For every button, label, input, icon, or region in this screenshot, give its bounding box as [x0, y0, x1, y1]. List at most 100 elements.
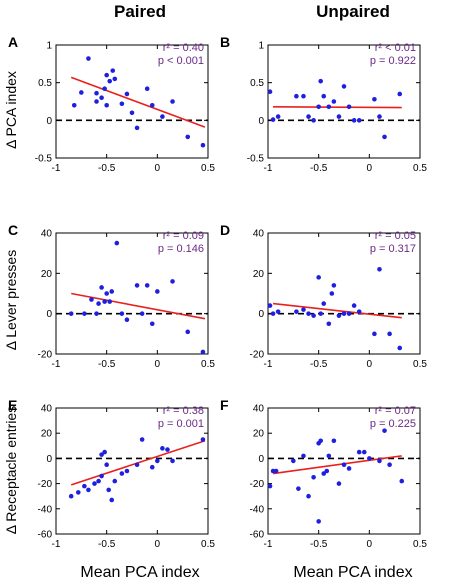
data-point	[124, 91, 130, 97]
regression-line	[71, 292, 206, 320]
y-tick-label: -20	[38, 350, 53, 361]
data-point	[134, 283, 140, 288]
panel-f: -1 -0.5 0 0.5 -60 -40 -20 0 20 40 F r² = 0.07p = 0.…	[220, 397, 427, 550]
data-point	[109, 497, 115, 503]
data-point	[331, 99, 337, 104]
regression-line	[70, 76, 206, 128]
data-point	[316, 275, 321, 280]
axes-box	[267, 44, 421, 159]
stat-annotation: p = 0.146	[158, 243, 204, 255]
data-point	[109, 289, 115, 294]
data-point	[139, 311, 145, 316]
data-point	[155, 458, 160, 464]
y-tick-label: 0.5	[250, 78, 264, 89]
data-point	[346, 104, 352, 110]
data-point	[306, 114, 311, 119]
regression-line	[272, 302, 402, 319]
data-point	[382, 428, 387, 433]
data-point	[326, 453, 332, 459]
data-point	[99, 95, 104, 101]
data-point	[124, 468, 130, 474]
data-point	[267, 303, 273, 308]
data-point	[301, 307, 306, 312]
data-point	[336, 313, 342, 318]
data-point	[104, 102, 109, 108]
data-point	[160, 114, 165, 119]
data-point	[382, 134, 387, 140]
x-tick-label: 0.5	[201, 163, 215, 174]
x-tick-label: -1	[52, 539, 61, 550]
data-point	[356, 118, 362, 123]
data-point	[316, 104, 321, 110]
y-tick-label: -40	[250, 504, 265, 515]
data-point	[397, 91, 403, 97]
data-point	[96, 301, 101, 306]
x-tick-label: -0.5	[98, 163, 116, 174]
data-point	[372, 96, 377, 102]
data-point	[185, 329, 191, 335]
data-point	[341, 84, 347, 89]
data-point	[273, 468, 279, 474]
x-tick-label: -0.5	[310, 163, 328, 174]
panel-letter: A	[8, 34, 18, 50]
panel-e: -1 -0.5 0 0.5 -60 -40 -20 0 20 40 E r² = 0.38p = 0.…	[8, 397, 215, 550]
x-tick-label: 0.5	[201, 539, 215, 550]
axes-box	[55, 232, 209, 355]
data-point	[311, 313, 316, 318]
data-point	[119, 311, 125, 316]
data-point	[102, 449, 107, 455]
data-point	[112, 76, 118, 82]
data-point	[89, 297, 94, 302]
data-point	[318, 438, 323, 444]
data-point	[321, 471, 327, 476]
y-tick-label: -0.5	[247, 154, 265, 165]
data-point	[291, 458, 296, 464]
axes-box	[267, 232, 421, 355]
ylabel-lever-presses: Δ Lever presses	[3, 250, 19, 350]
data-point	[200, 349, 206, 355]
panel-letter: B	[220, 34, 230, 50]
ylabel-pca-index: Δ PCA index	[3, 71, 19, 149]
panel-d: -1 -0.5 0 0.5 -20 0 20 40 D r² = 0.05p = 0.317	[220, 222, 427, 370]
data-point	[92, 481, 97, 486]
x-tick-label: 0	[155, 539, 161, 550]
stat-annotation: r² = 0.09	[163, 230, 204, 242]
panel-letter: C	[8, 222, 18, 238]
data-point	[306, 493, 311, 499]
y-tick-label: -20	[38, 479, 53, 490]
data-point	[346, 466, 352, 471]
data-point	[377, 267, 382, 272]
data-point	[275, 114, 281, 119]
y-tick-label: 0	[258, 309, 264, 320]
data-point	[119, 101, 125, 107]
data-point	[294, 93, 299, 99]
panel-b: -1 -0.5 0 0.5-0.500.51B r² < 0.01p = 0.922	[220, 34, 427, 174]
data-point	[321, 93, 327, 99]
data-point	[99, 285, 104, 290]
stat-annotation: p = 0.001	[158, 418, 204, 430]
y-tick-label: -60	[250, 530, 265, 541]
data-point	[104, 291, 109, 296]
data-point	[86, 56, 91, 61]
data-point	[318, 311, 323, 316]
x-tick-label: -1	[52, 163, 61, 174]
stat-annotation: p = 0.922	[370, 55, 416, 67]
y-tick-label: 0	[46, 309, 52, 320]
data-point	[346, 311, 352, 316]
data-point	[124, 317, 130, 323]
data-point	[351, 118, 357, 123]
x-tick-label: 0.5	[413, 163, 427, 174]
data-point	[68, 311, 74, 316]
data-point	[329, 291, 335, 296]
data-point	[79, 90, 84, 95]
data-point	[267, 483, 273, 489]
data-point	[318, 78, 323, 84]
data-point	[336, 114, 342, 119]
data-point	[341, 311, 347, 316]
stat-annotation: r² = 0.07	[375, 405, 416, 417]
data-point	[267, 89, 273, 95]
data-point	[306, 311, 311, 316]
xlabel-paired: Mean PCA index	[80, 564, 199, 581]
stat-annotation: r² = 0.38	[163, 405, 204, 417]
